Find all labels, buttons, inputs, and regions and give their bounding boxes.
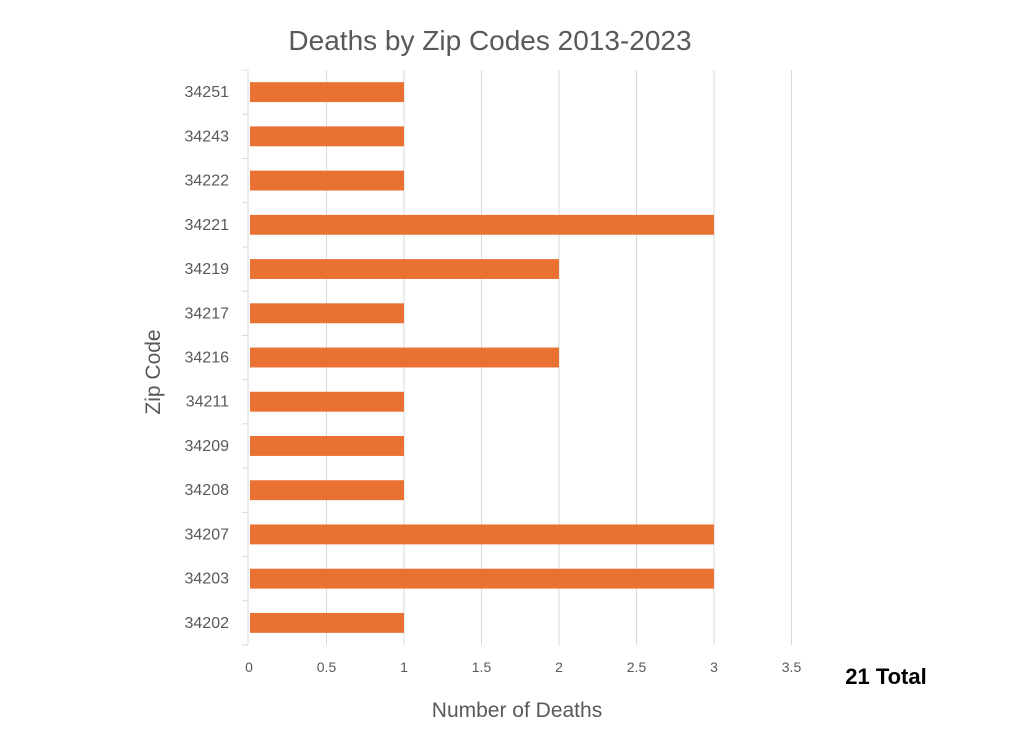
y-tick-label: 34243 [185,128,230,145]
y-tick-label: 34217 [185,305,230,322]
bar-34222 [250,170,404,191]
bar-34219 [250,259,559,279]
y-tick-label: 34207 [185,526,230,543]
bar-34243 [250,126,404,147]
y-tick-label: 34202 [185,615,230,632]
bar-34216 [250,347,559,368]
y-tick-label: 34222 [185,173,230,190]
y-tick-label: 34209 [185,438,230,455]
x-axis-label: Number of Deaths [432,699,602,722]
bar-34251 [250,82,404,103]
bar-34208 [250,480,404,501]
y-tick-label: 34208 [185,482,230,499]
y-tick-label: 34203 [185,571,230,588]
x-tick-label: 2.5 [627,659,647,675]
x-tick-label: 3 [710,659,718,675]
x-tick-label: 1 [400,659,408,675]
y-tick-label: 34216 [185,350,230,367]
y-tick-label: 34251 [185,84,230,101]
x-tick-label: 2 [555,659,563,675]
x-tick-label: 1.5 [472,659,492,675]
bar-34217 [250,303,404,324]
x-tick-label: 0 [245,659,253,675]
chart-title: Deaths by Zip Codes 2013-2023 [288,25,691,56]
bar-34211 [250,391,404,412]
y-axis-label: Zip Code [142,329,165,414]
bar-34203 [250,568,714,589]
bar-34207 [250,524,714,545]
total-annotation: 21 Total [845,664,927,689]
y-tick-label: 34211 [186,394,229,411]
bar-34202 [250,612,404,633]
bar-34209 [250,436,404,456]
y-tick-label: 34221 [185,217,230,234]
bar-34221 [250,214,714,235]
x-tick-label: 3.5 [782,659,802,675]
y-tick-label: 34219 [185,261,230,278]
x-tick-label: 0.5 [317,659,337,675]
